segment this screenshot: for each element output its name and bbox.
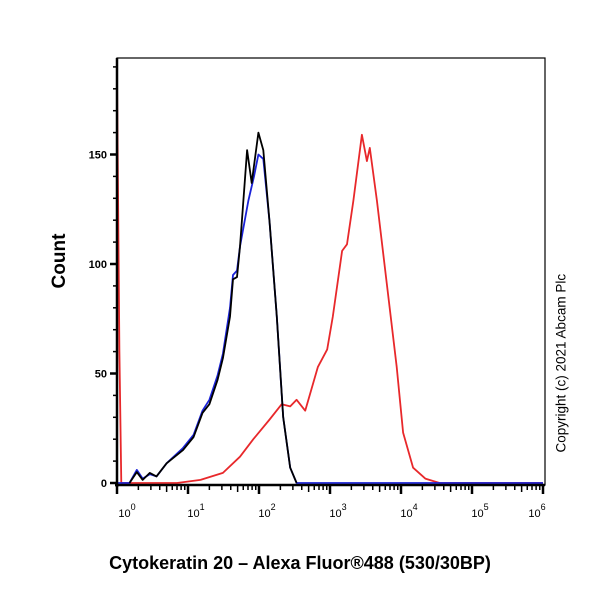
- copyright-text: Copyright (c) 2021 Abcam Plc: [553, 273, 569, 453]
- x-tick-label: 102: [258, 502, 275, 520]
- series-line-0: [116, 73, 543, 484]
- x-tick-label: 100: [118, 502, 135, 520]
- x-tick-label: 103: [329, 502, 346, 520]
- x-tick-label: 105: [471, 502, 488, 520]
- plot-frame: [116, 57, 546, 486]
- y-axis-label: Count: [49, 233, 70, 289]
- y-tick-label: 150: [89, 150, 107, 162]
- x-axis-label: Cytokeratin 20 – Alexa Fluor®488 (530/30…: [109, 553, 491, 573]
- x-tick-label: 101: [187, 502, 204, 520]
- y-tick-label: 50: [95, 369, 107, 381]
- y-tick-label: 100: [89, 259, 107, 271]
- x-tick-label: 106: [528, 502, 545, 520]
- y-tick-label: 0: [101, 478, 107, 490]
- series-line-2: [128, 131, 298, 484]
- x-tick-label: 104: [400, 502, 417, 520]
- series-line-1: [117, 153, 543, 484]
